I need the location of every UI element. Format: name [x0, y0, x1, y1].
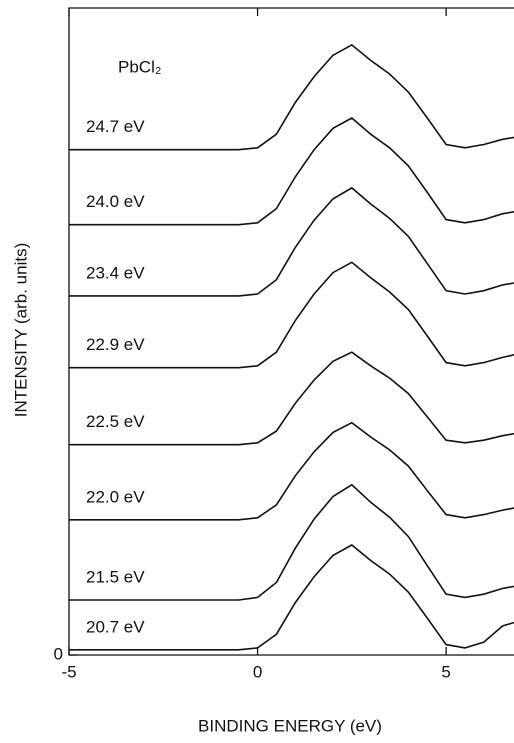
spectrum-line	[69, 186, 514, 297]
series-label: 20.7 eV	[86, 617, 145, 636]
spectrum-line	[69, 43, 514, 151]
x-tick-label: -5	[61, 662, 76, 681]
series-label: 23.4 eV	[86, 263, 145, 282]
spectrum-line	[69, 421, 514, 521]
series-label: 24.7 eV	[86, 117, 145, 136]
axis-frame	[68, 7, 514, 656]
y-axis-label: INTENSITY (arb. units)	[11, 243, 30, 417]
series-label: 22.9 eV	[86, 335, 145, 354]
x-axis-label: BINDING ENERGY (eV)	[198, 716, 382, 735]
spectrum-line	[69, 544, 514, 651]
spectrum-line	[69, 483, 514, 601]
series-label: 21.5 eV	[86, 567, 145, 586]
spectrum-line	[69, 261, 514, 369]
series-label: 22.5 eV	[86, 412, 145, 431]
x-tick-label: 0	[253, 662, 262, 681]
spectrum-line	[69, 351, 514, 446]
y-tick-label: 0	[54, 644, 63, 663]
spectrum-line	[69, 117, 514, 226]
x-tick-label: 5	[441, 662, 450, 681]
series-label: 22.0 eV	[86, 487, 145, 506]
annotation: PbCl₂	[118, 57, 161, 76]
series-label: 24.0 eV	[86, 192, 145, 211]
